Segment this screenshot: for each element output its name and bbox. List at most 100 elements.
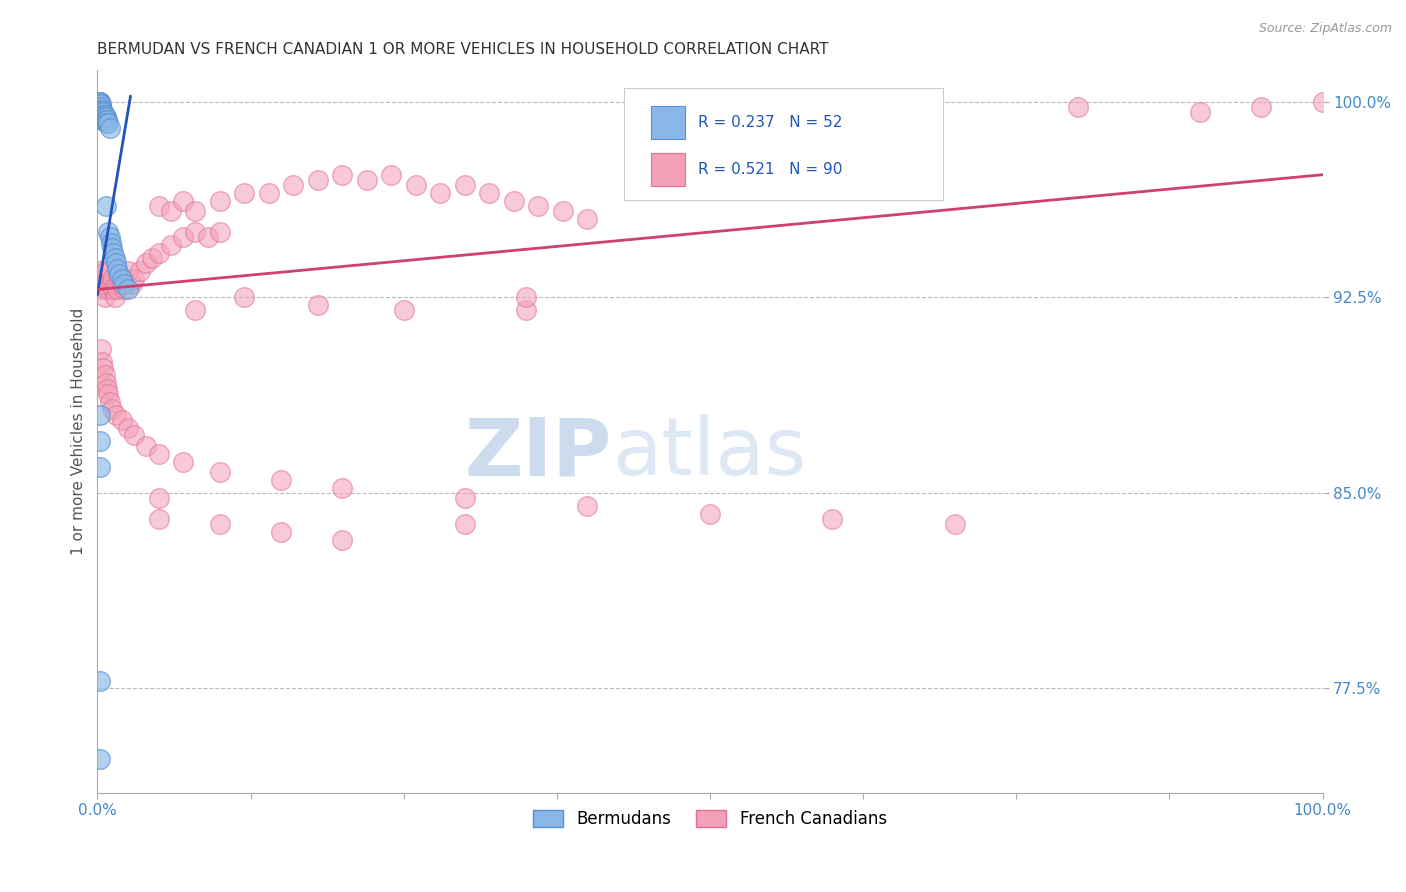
Bermudans (112, 277, 135, 292)
Bermudans (111, 272, 134, 286)
French Canadians (141, 251, 163, 265)
Bermudans (91, 111, 114, 125)
FancyBboxPatch shape (624, 88, 943, 201)
French Canadians (104, 277, 127, 292)
French Canadians (129, 264, 152, 278)
French Canadians (184, 204, 207, 219)
French Canadians (104, 408, 127, 422)
Legend: Bermudans, French Canadians: Bermudans, French Canadians (526, 804, 893, 835)
French Canadians (1250, 100, 1272, 114)
French Canadians (172, 230, 194, 244)
French Canadians (454, 517, 477, 532)
French Canadians (98, 394, 121, 409)
Bermudans (89, 105, 111, 120)
Y-axis label: 1 or more Vehicles in Household: 1 or more Vehicles in Household (72, 308, 86, 555)
Text: R = 0.237   N = 52: R = 0.237 N = 52 (697, 115, 842, 130)
French Canadians (1066, 100, 1088, 114)
French Canadians (103, 290, 125, 304)
Text: BERMUDAN VS FRENCH CANADIAN 1 OR MORE VEHICLES IN HOUSEHOLD CORRELATION CHART: BERMUDAN VS FRENCH CANADIAN 1 OR MORE VE… (97, 42, 830, 57)
Bermudans (89, 97, 111, 112)
French Canadians (503, 194, 526, 208)
Bermudans (87, 95, 110, 109)
French Canadians (551, 204, 574, 219)
French Canadians (233, 290, 256, 304)
French Canadians (111, 277, 134, 292)
French Canadians (96, 382, 118, 396)
Bermudans (96, 115, 118, 129)
Bar (651, 106, 686, 138)
Bermudans (91, 112, 114, 127)
Text: atlas: atlas (612, 414, 806, 492)
French Canadians (91, 355, 114, 369)
Bermudans (89, 95, 111, 109)
Bermudans (89, 673, 111, 688)
French Canadians (111, 413, 134, 427)
French Canadians (135, 256, 157, 270)
French Canadians (270, 473, 292, 487)
French Canadians (307, 298, 329, 312)
Bermudans (89, 100, 111, 114)
Bermudans (89, 95, 111, 109)
French Canadians (405, 178, 427, 193)
French Canadians (93, 368, 115, 383)
French Canadians (148, 491, 170, 505)
Bermudans (96, 112, 118, 127)
French Canadians (98, 264, 121, 278)
Bermudans (103, 251, 125, 265)
French Canadians (943, 517, 966, 532)
French Canadians (172, 454, 194, 468)
Bermudans (89, 100, 111, 114)
French Canadians (135, 439, 157, 453)
French Canadians (233, 186, 256, 200)
Bermudans (93, 108, 115, 122)
French Canadians (172, 194, 194, 208)
French Canadians (121, 277, 143, 292)
French Canadians (576, 499, 599, 513)
French Canadians (148, 199, 170, 213)
French Canadians (94, 376, 117, 391)
Bermudans (90, 97, 112, 112)
Bermudans (97, 225, 120, 239)
French Canadians (97, 282, 120, 296)
French Canadians (122, 272, 145, 286)
French Canadians (148, 447, 170, 461)
French Canadians (307, 173, 329, 187)
Bermudans (93, 112, 115, 127)
French Canadians (454, 178, 477, 193)
French Canadians (821, 512, 844, 526)
French Canadians (94, 264, 117, 278)
French Canadians (93, 290, 115, 304)
French Canadians (1189, 105, 1212, 120)
French Canadians (208, 465, 231, 479)
French Canadians (108, 272, 131, 286)
Bermudans (93, 112, 115, 127)
French Canadians (270, 524, 292, 539)
Bermudans (93, 108, 115, 122)
French Canadians (97, 386, 120, 401)
French Canadians (208, 194, 231, 208)
French Canadians (332, 533, 354, 547)
French Canadians (101, 272, 124, 286)
French Canadians (332, 481, 354, 495)
Bermudans (89, 459, 111, 474)
Bermudans (103, 246, 125, 260)
French Canadians (454, 491, 477, 505)
Text: ZIP: ZIP (465, 414, 612, 492)
French Canadians (1312, 95, 1334, 109)
French Canadians (380, 168, 402, 182)
Bermudans (89, 752, 111, 766)
French Canadians (105, 282, 128, 296)
French Canadians (148, 512, 170, 526)
Text: R = 0.521   N = 90: R = 0.521 N = 90 (697, 162, 842, 178)
French Canadians (90, 343, 112, 357)
French Canadians (160, 238, 183, 252)
Text: Source: ZipAtlas.com: Source: ZipAtlas.com (1258, 22, 1392, 36)
Bermudans (98, 120, 121, 135)
French Canadians (117, 264, 139, 278)
Bermudans (90, 111, 112, 125)
Bermudans (94, 111, 117, 125)
French Canadians (96, 277, 118, 292)
Bermudans (108, 267, 131, 281)
Bermudans (94, 199, 117, 213)
French Canadians (89, 264, 111, 278)
